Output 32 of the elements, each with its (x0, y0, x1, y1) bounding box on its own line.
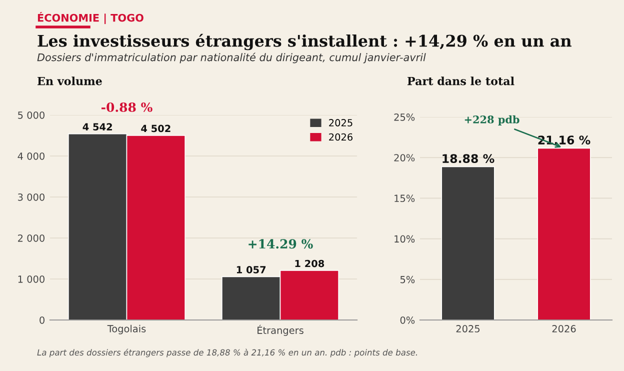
legend-label: 2026 (329, 133, 352, 141)
x-tick-label: 2026 (552, 325, 576, 332)
text: ÉCONOMIE | TOGO (38, 12, 144, 24)
y-tick-label: 2 000 (18, 234, 44, 242)
x-tick-label: Togolais (107, 324, 146, 334)
chart-title: En volume (38, 76, 102, 86)
data-label: 4 542 (82, 123, 112, 131)
chart-title: Part dans le total (408, 76, 514, 86)
data-label: 1 057 (236, 266, 266, 274)
y-tick-label: 20% (394, 154, 415, 162)
y-tick-label: 10% (394, 235, 415, 243)
y-tick-label: 3 000 (18, 193, 44, 201)
y-tick-label: 1 000 (18, 275, 44, 283)
annotation: +228 pdb (464, 115, 520, 126)
text: -0.88 % (102, 102, 152, 112)
text: Dossiers d'immatriculation par nationalité du dirigeant, cumul janvier-avril (37, 52, 426, 64)
x-tick-label: Étrangers (258, 324, 304, 336)
y-tick-label: 0 (40, 316, 44, 324)
y-tick-label: 15% (394, 194, 415, 202)
y-tick-label: 5 000 (18, 111, 44, 119)
y-tick-label: 5% (400, 276, 415, 284)
y-tick-label: 0% (400, 316, 415, 324)
x-tick-label: 2025 (456, 325, 480, 332)
data-label: 1 208 (295, 260, 324, 268)
data-label: 18.88 % (442, 154, 494, 164)
text: La part des dossiers étrangers passe de 18,88 % à 21,16 % en un an. pdb : points de base. (37, 348, 417, 358)
y-tick-label: 4 000 (18, 152, 44, 160)
annotation: +14.29 % (248, 239, 313, 249)
y-tick-label: 25% (394, 113, 415, 121)
text: Les investisseurs étrangers s'installent : +14,29 % en un an (38, 34, 572, 50)
data-label: 4 502 (141, 124, 170, 132)
legend-label: 2025 (329, 119, 352, 126)
